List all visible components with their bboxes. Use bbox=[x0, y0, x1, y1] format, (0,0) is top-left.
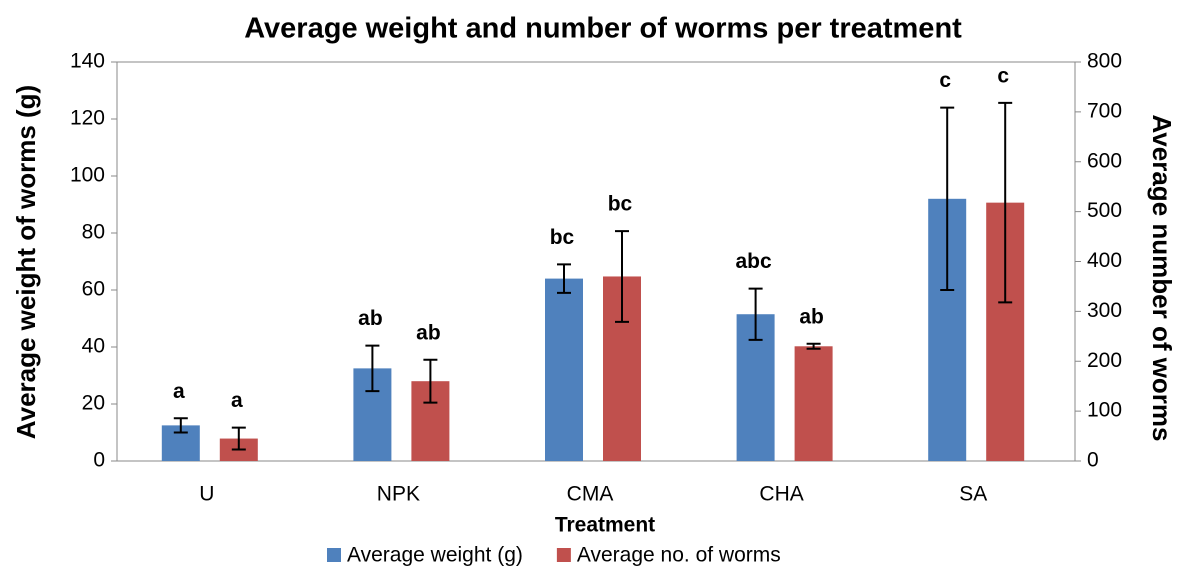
x-axis-label: Treatment bbox=[555, 514, 655, 537]
significance-letter: bc bbox=[550, 226, 575, 249]
error-bar bbox=[173, 417, 188, 434]
legend-label: Average no. of worms bbox=[577, 544, 781, 567]
error-bar bbox=[231, 426, 246, 451]
x-tick-label: NPK bbox=[377, 483, 420, 506]
y2-tick-label: 800 bbox=[1087, 50, 1122, 73]
error-bar bbox=[940, 106, 955, 291]
y2-tick-label: 400 bbox=[1087, 249, 1122, 272]
bar bbox=[545, 278, 583, 461]
y2-tick-label: 500 bbox=[1087, 199, 1122, 222]
y-tick-label: 40 bbox=[82, 335, 105, 358]
significance-letter: ab bbox=[416, 321, 441, 344]
x-tick-label: SA bbox=[959, 483, 987, 506]
y-tick-label: 120 bbox=[70, 107, 105, 130]
y-tick-label: 100 bbox=[70, 164, 105, 187]
error-bar bbox=[748, 287, 763, 341]
error-bar bbox=[615, 230, 629, 323]
y2-tick-label: 300 bbox=[1087, 299, 1122, 322]
y2-tick-label: 0 bbox=[1087, 449, 1099, 472]
significance-letter: c bbox=[939, 69, 951, 92]
chart-title: Average weight and number of worms per t… bbox=[244, 13, 962, 45]
y2-axis-label: Average number of worms bbox=[1147, 114, 1177, 441]
legend-swatch bbox=[556, 548, 571, 562]
y2-tick-label: 100 bbox=[1087, 399, 1122, 422]
significance-letter: c bbox=[997, 64, 1009, 87]
y-tick-label: 140 bbox=[70, 50, 105, 73]
x-tick-label: CHA bbox=[759, 483, 803, 506]
error-bar bbox=[806, 342, 821, 350]
legend-swatch bbox=[327, 548, 341, 562]
y2-tick-label: 700 bbox=[1087, 99, 1122, 122]
x-tick-label: U bbox=[199, 483, 214, 506]
y-tick-label: 60 bbox=[82, 278, 105, 301]
y-tick-label: 0 bbox=[93, 449, 105, 472]
significance-letter: a bbox=[173, 380, 185, 403]
error-bar bbox=[365, 344, 380, 393]
significance-letter: bc bbox=[608, 193, 633, 216]
x-tick-label: CMA bbox=[567, 483, 614, 506]
bar bbox=[794, 346, 833, 461]
legend-label: Average weight (g) bbox=[347, 544, 523, 567]
error-bar bbox=[557, 263, 571, 294]
significance-letter: abc bbox=[736, 250, 773, 273]
y2-tick-label: 600 bbox=[1087, 149, 1122, 172]
y-tick-label: 20 bbox=[82, 392, 105, 415]
y-tick-label: 80 bbox=[82, 221, 105, 244]
y2-tick-label: 200 bbox=[1087, 349, 1122, 372]
y-axis-label: Average weight of worms (g) bbox=[11, 85, 41, 439]
significance-letter: a bbox=[231, 389, 243, 412]
significance-letter: ab bbox=[799, 305, 824, 328]
error-bar bbox=[998, 101, 1013, 304]
significance-letter: ab bbox=[358, 307, 383, 330]
error-bar bbox=[423, 358, 438, 404]
